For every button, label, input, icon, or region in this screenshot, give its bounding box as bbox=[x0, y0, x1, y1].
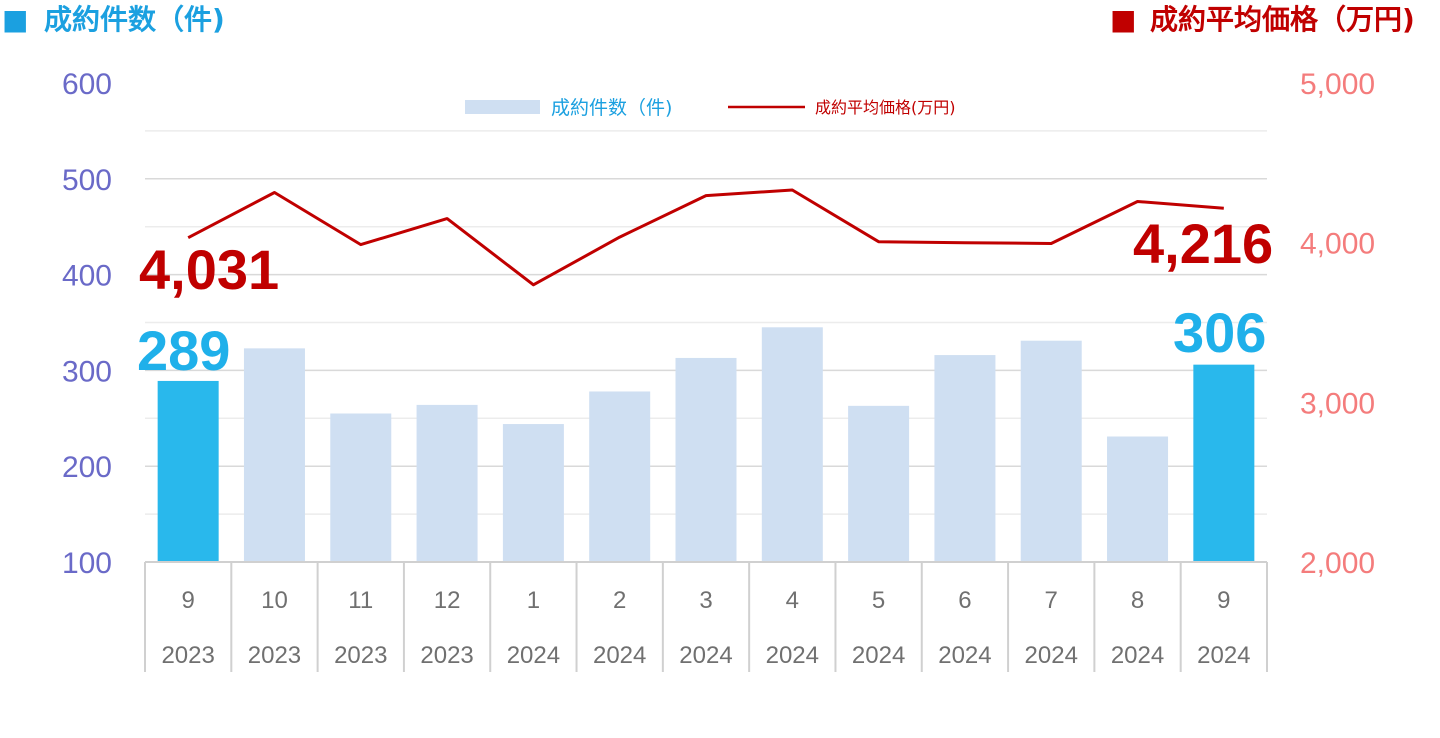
month-label: 9 bbox=[181, 587, 194, 614]
month-label: 10 bbox=[261, 587, 288, 614]
bar bbox=[934, 355, 996, 562]
left-axis-title: 成約件数（件) bbox=[44, 3, 225, 36]
month-label: 11 bbox=[348, 587, 373, 614]
left-title-marker: ■ bbox=[2, 3, 28, 36]
right-tick-label: 5,000 bbox=[1300, 68, 1375, 101]
left-tick-label: 100 bbox=[62, 547, 112, 580]
year-label: 2024 bbox=[852, 642, 905, 669]
month-label: 7 bbox=[1045, 587, 1058, 614]
legend-bar-label: 成約件数（件) bbox=[551, 97, 672, 119]
legend-line-label: 成約平均価格(万円) bbox=[815, 98, 956, 117]
left-tick-label: 600 bbox=[62, 68, 112, 101]
month-label: 8 bbox=[1131, 587, 1144, 614]
year-label: 2024 bbox=[938, 642, 991, 669]
right-tick-label: 3,000 bbox=[1300, 387, 1375, 420]
year-label: 2024 bbox=[766, 642, 819, 669]
bar bbox=[1193, 364, 1255, 562]
callout-count-last: 306 bbox=[1173, 301, 1266, 364]
legend-bar-swatch bbox=[465, 100, 540, 114]
month-label: 1 bbox=[527, 587, 540, 614]
callout-price-first: 4,031 bbox=[139, 238, 279, 301]
bar bbox=[1107, 436, 1169, 562]
x-axis-table: 9 2023 10 2023 11 2023 12 2023 1 2024 2 2024 3 2024 4 2… bbox=[144, 561, 1268, 672]
year-label: 2024 bbox=[1197, 642, 1250, 669]
year-label: 2024 bbox=[507, 642, 560, 669]
bar bbox=[243, 348, 305, 562]
right-tick-label: 4,000 bbox=[1300, 228, 1375, 261]
bar bbox=[589, 391, 651, 562]
month-label: 6 bbox=[958, 587, 971, 614]
year-label: 2023 bbox=[334, 642, 387, 669]
year-label: 2024 bbox=[1111, 642, 1164, 669]
bar bbox=[1020, 340, 1082, 562]
month-label: 9 bbox=[1217, 587, 1230, 614]
left-tick-label: 200 bbox=[62, 451, 112, 484]
month-label: 5 bbox=[872, 587, 885, 614]
bar bbox=[157, 380, 219, 562]
bar bbox=[502, 424, 564, 562]
month-label: 4 bbox=[786, 587, 799, 614]
left-tick-label: 500 bbox=[62, 164, 112, 197]
left-axis-ticks: 100 200 300 400 500 600 bbox=[62, 68, 112, 580]
bar bbox=[416, 404, 478, 562]
bar-series bbox=[157, 327, 1255, 562]
year-label: 2024 bbox=[1025, 642, 1078, 669]
bar bbox=[848, 405, 910, 562]
line-series bbox=[187, 188, 1224, 287]
year-label: 2023 bbox=[420, 642, 473, 669]
month-label: 3 bbox=[699, 587, 712, 614]
callout-price-last: 4,216 bbox=[1133, 212, 1273, 275]
left-tick-label: 300 bbox=[62, 355, 112, 388]
right-axis-title: 成約平均価格（万円) bbox=[1150, 3, 1415, 36]
right-axis-ticks: 2,000 3,000 4,000 5,000 bbox=[1300, 68, 1375, 580]
year-label: 2024 bbox=[593, 642, 646, 669]
bar bbox=[675, 357, 737, 562]
price-line bbox=[187, 188, 1224, 287]
year-label: 2023 bbox=[248, 642, 301, 669]
legend: 成約件数（件) 成約平均価格(万円) bbox=[465, 97, 956, 119]
bar bbox=[330, 413, 392, 562]
year-label: 2024 bbox=[679, 642, 732, 669]
right-title-marker: ■ bbox=[1110, 3, 1136, 36]
right-tick-label: 2,000 bbox=[1300, 547, 1375, 580]
month-label: 2 bbox=[613, 587, 626, 614]
callout-count-first: 289 bbox=[137, 319, 230, 382]
month-label: 12 bbox=[434, 587, 461, 614]
left-tick-label: 400 bbox=[62, 260, 112, 293]
year-label: 2023 bbox=[161, 642, 214, 669]
bar bbox=[761, 327, 823, 562]
